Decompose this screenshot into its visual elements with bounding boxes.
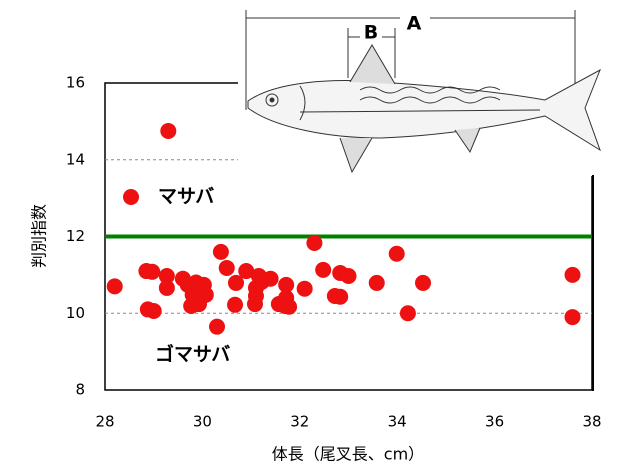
data-point <box>341 268 357 284</box>
y-axis-title: 判別指数 <box>30 204 49 268</box>
y-tick-label: 14 <box>66 150 85 168</box>
data-point <box>191 296 207 312</box>
chart: A B マサバ ゴマサバ 体長（尾叉長、cm） 判別指数 8 10 12 14 16 28… <box>0 0 635 470</box>
data-point <box>209 319 225 335</box>
data-point <box>213 244 229 260</box>
y-tick-label: 10 <box>66 304 85 322</box>
y-tick-label: 16 <box>66 74 85 92</box>
data-point <box>144 264 160 280</box>
data-point <box>107 278 123 294</box>
data-point <box>306 235 322 251</box>
legend-label: マサバ <box>158 186 214 208</box>
data-point <box>565 309 581 325</box>
data-point <box>219 260 235 276</box>
data-point <box>369 275 385 291</box>
x-tick-label: 36 <box>485 413 504 431</box>
data-point <box>159 280 175 296</box>
y-tick-label: 8 <box>75 381 85 399</box>
fish-illustration: A B <box>238 0 635 176</box>
data-point <box>281 299 297 315</box>
data-point <box>297 281 313 297</box>
data-point <box>315 262 331 278</box>
data-point <box>160 123 176 139</box>
x-tick-label: 34 <box>388 413 407 431</box>
data-point <box>332 289 348 305</box>
data-point <box>415 275 431 291</box>
y-tick-label: 12 <box>66 227 85 245</box>
data-point <box>146 303 162 319</box>
annotation: ゴマサバ <box>155 343 230 366</box>
x-tick-label: 28 <box>95 413 114 431</box>
data-point <box>565 267 581 283</box>
plot-frame-right <box>592 175 594 391</box>
x-tick-label: 38 <box>582 413 601 431</box>
data-point <box>248 288 264 304</box>
legend-marker <box>123 189 139 205</box>
x-tick-label: 30 <box>193 413 212 431</box>
fish-label: A <box>407 13 422 35</box>
data-point <box>227 297 243 313</box>
data-point <box>263 271 279 287</box>
data-point <box>389 246 405 262</box>
data-point <box>400 305 416 321</box>
x-axis-title: 体長（尾叉長、cm） <box>272 445 424 464</box>
fish-label: B <box>364 22 378 44</box>
x-tick-label: 32 <box>290 413 309 431</box>
